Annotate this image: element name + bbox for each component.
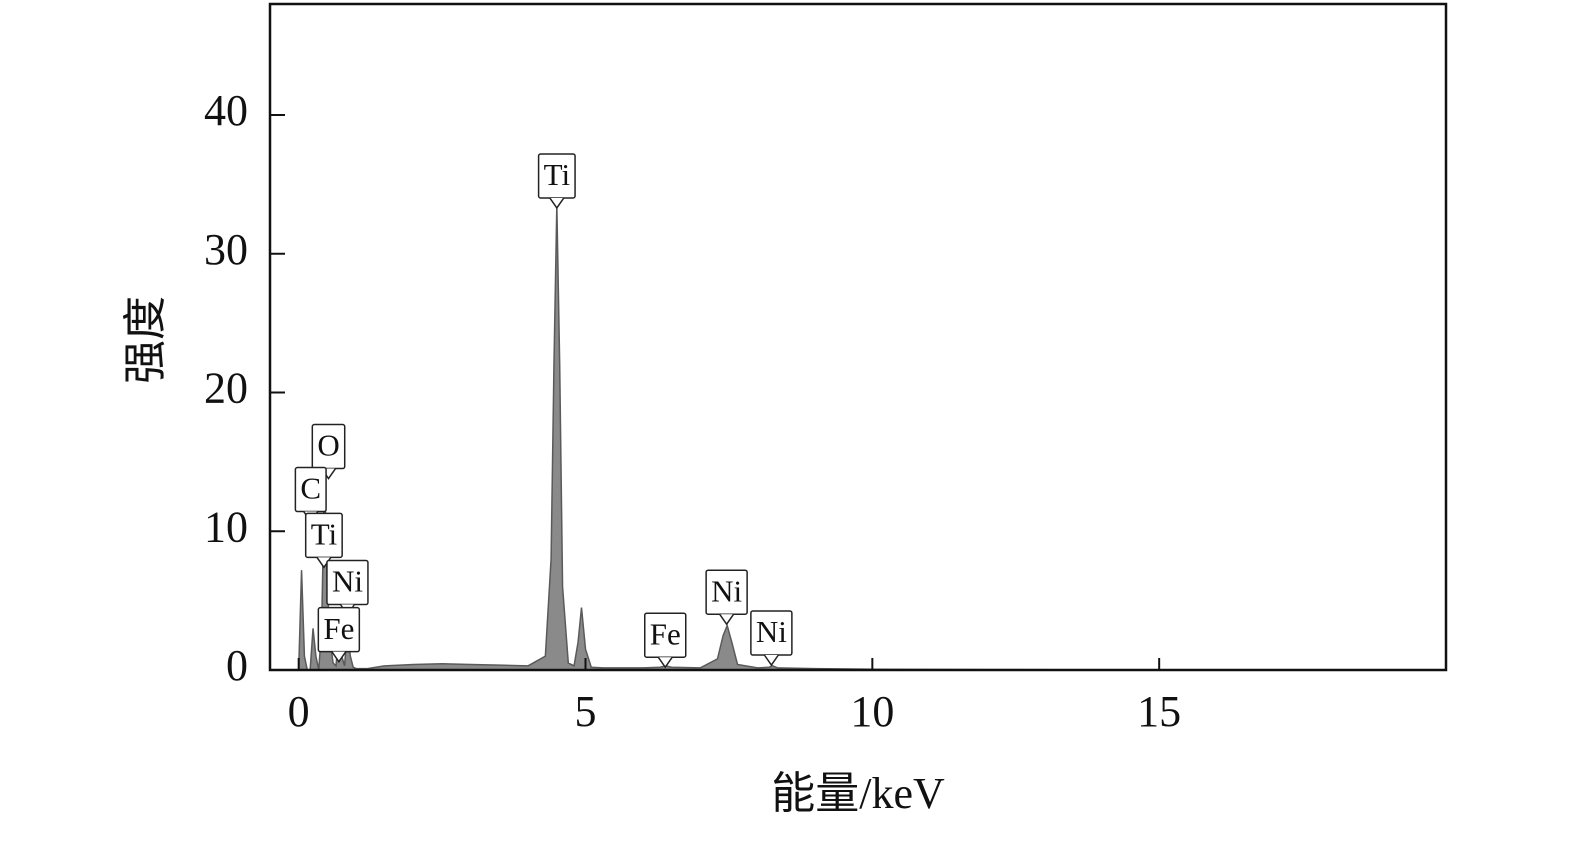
peak-label: O bbox=[317, 428, 339, 463]
peak-label: Ti bbox=[311, 516, 338, 551]
peak-label: Ni bbox=[332, 564, 363, 599]
peak-pointer bbox=[331, 651, 347, 663]
peak-label: Ni bbox=[711, 573, 742, 608]
y-tick-label: 30 bbox=[204, 225, 248, 274]
peak-label: Ni bbox=[756, 614, 787, 649]
y-tick-label: 20 bbox=[204, 364, 248, 413]
y-tick-label: 10 bbox=[204, 502, 248, 551]
peak-pointer bbox=[763, 654, 779, 667]
peak-label: C bbox=[300, 471, 321, 506]
plot-frame bbox=[268, 2, 1448, 672]
x-tick-label: 10 bbox=[850, 687, 894, 736]
peak-label: Ti bbox=[544, 157, 571, 192]
peak-pointer bbox=[549, 197, 565, 210]
y-axis-title: 强度 bbox=[121, 296, 170, 384]
y-tick-label: 0 bbox=[226, 641, 248, 690]
x-tick-label: 0 bbox=[288, 687, 310, 736]
peak-pointer bbox=[719, 613, 735, 626]
peak-pointer bbox=[657, 656, 673, 669]
spectrum-area bbox=[295, 205, 1446, 671]
peak-label: Fe bbox=[323, 611, 354, 646]
peak-label: Fe bbox=[650, 616, 681, 651]
x-tick-label: 15 bbox=[1137, 687, 1181, 736]
x-axis-title: 能量/keV bbox=[771, 769, 945, 818]
y-tick-label: 40 bbox=[204, 86, 248, 135]
x-tick-label: 5 bbox=[575, 687, 597, 736]
